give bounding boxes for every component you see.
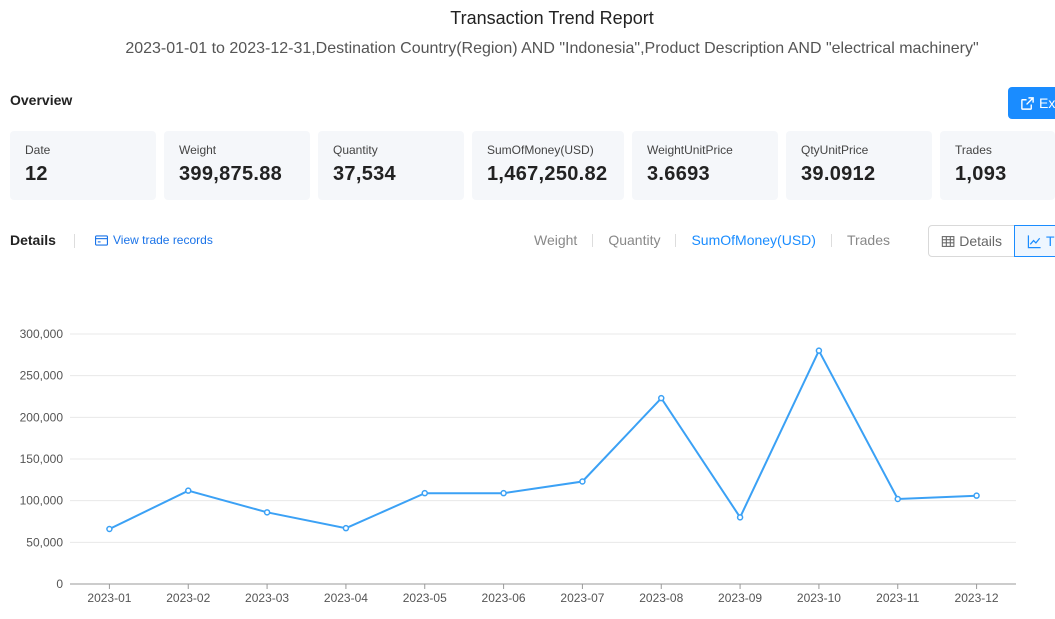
stat-value: 37,534 xyxy=(333,163,396,185)
y-tick-label: 100,000 xyxy=(20,494,64,508)
tab-separator xyxy=(592,233,594,247)
x-tick-label: 2023-11 xyxy=(876,591,919,605)
stat-card-quantity: Quantity 37,534 xyxy=(318,131,464,200)
data-point xyxy=(421,489,428,497)
stat-value: 39.0912 xyxy=(801,163,876,185)
data-point xyxy=(263,509,271,516)
stat-card-sum-of-money: SumOfMoney(USD) 1,467,250.82 xyxy=(472,131,624,200)
data-point xyxy=(973,492,980,499)
data-point xyxy=(106,525,113,533)
data-point xyxy=(736,514,744,521)
series-line xyxy=(108,348,977,530)
stat-card-date: Date 12 xyxy=(10,131,156,200)
y-tick-label: 150,000 xyxy=(20,452,64,466)
data-point xyxy=(500,489,507,497)
stat-value: 1,467,250.82 xyxy=(487,163,608,185)
stat-label: Weight xyxy=(179,143,217,157)
export-label: Ex xyxy=(1039,95,1055,111)
data-point xyxy=(342,524,350,532)
y-tick-label: 0 xyxy=(56,577,63,591)
x-tick-label: 2023-01 xyxy=(87,591,131,605)
view-trade-records-link[interactable]: View trade records xyxy=(95,233,213,247)
tab-sum-of-money[interactable]: SumOfMoney(USD) xyxy=(691,232,816,248)
stat-label: Quantity xyxy=(333,143,378,157)
trend-view-button[interactable]: T xyxy=(1014,225,1055,257)
x-tick-label: 2023-10 xyxy=(797,591,841,605)
stat-value: 12 xyxy=(25,163,48,185)
view-trade-records-label: View trade records xyxy=(113,233,213,247)
data-point xyxy=(894,495,901,503)
x-tick-label: 2023-02 xyxy=(166,591,210,605)
stat-value: 1,093 xyxy=(955,163,1007,185)
stat-card-weight: Weight 399,875.88 xyxy=(164,131,310,200)
y-tick-label: 250,000 xyxy=(20,369,64,383)
data-point xyxy=(815,347,823,354)
stat-label: Trades xyxy=(955,143,992,157)
stat-card-trades: Trades 1,093 xyxy=(940,131,1055,200)
tab-separator xyxy=(830,233,832,247)
line-chart-icon xyxy=(1027,234,1041,248)
line-chart: 0 50,000 100,000 150,000 200,000 250,000 300,0… xyxy=(20,327,1016,605)
details-heading: Details xyxy=(10,232,56,248)
x-tick-label: 2023-08 xyxy=(639,591,683,605)
details-view-label: Details xyxy=(959,233,1002,249)
export-button[interactable]: Ex xyxy=(1008,87,1055,119)
stat-card-qty-unit-price: QtyUnitPrice 39.0912 xyxy=(786,131,932,200)
report-subtitle: 2023-01-01 to 2023-12-31,Destination Cou… xyxy=(125,40,979,57)
trend-view-label: T xyxy=(1046,233,1055,249)
data-point xyxy=(579,478,586,485)
metric-tabs: Weight Quantity SumOfMoney(USD) Trades xyxy=(534,232,890,248)
divider xyxy=(74,234,75,248)
card-icon xyxy=(95,234,108,246)
stat-label: SumOfMoney(USD) xyxy=(487,143,594,157)
x-tick-label: 2023-12 xyxy=(955,591,999,605)
x-tick-label: 2023-07 xyxy=(560,591,604,605)
data-point xyxy=(658,394,665,402)
overview-heading: Overview xyxy=(10,92,73,108)
stat-label: WeightUnitPrice xyxy=(647,143,733,157)
stat-label: QtyUnitPrice xyxy=(801,143,869,157)
x-tick-label: 2023-05 xyxy=(403,591,447,605)
external-link-icon xyxy=(1021,96,1034,110)
tab-separator xyxy=(675,233,677,247)
table-icon xyxy=(941,235,955,247)
stat-card-weight-unit-price: WeightUnitPrice 3.6693 xyxy=(632,131,778,200)
report-title: Transaction Trend Report xyxy=(450,8,654,28)
tab-quantity[interactable]: Quantity xyxy=(608,232,661,248)
x-tick-label: 2023-03 xyxy=(245,591,289,605)
tab-weight[interactable]: Weight xyxy=(534,232,578,248)
stat-value: 399,875.88 xyxy=(179,163,283,185)
x-tick-label: 2023-04 xyxy=(324,591,368,605)
x-tick-label: 2023-06 xyxy=(482,591,526,605)
details-view-button[interactable]: Details xyxy=(928,225,1015,257)
stat-value: 3.6693 xyxy=(647,163,710,185)
y-tick-label: 300,000 xyxy=(20,327,64,341)
tab-trades[interactable]: Trades xyxy=(846,232,890,248)
view-toggle: Details T xyxy=(928,225,1055,257)
y-tick-label: 200,000 xyxy=(20,410,64,424)
y-tick-label: 50,000 xyxy=(26,535,63,549)
stat-label: Date xyxy=(25,143,51,157)
x-tick-label: 2023-09 xyxy=(718,591,762,605)
data-point xyxy=(185,487,192,494)
